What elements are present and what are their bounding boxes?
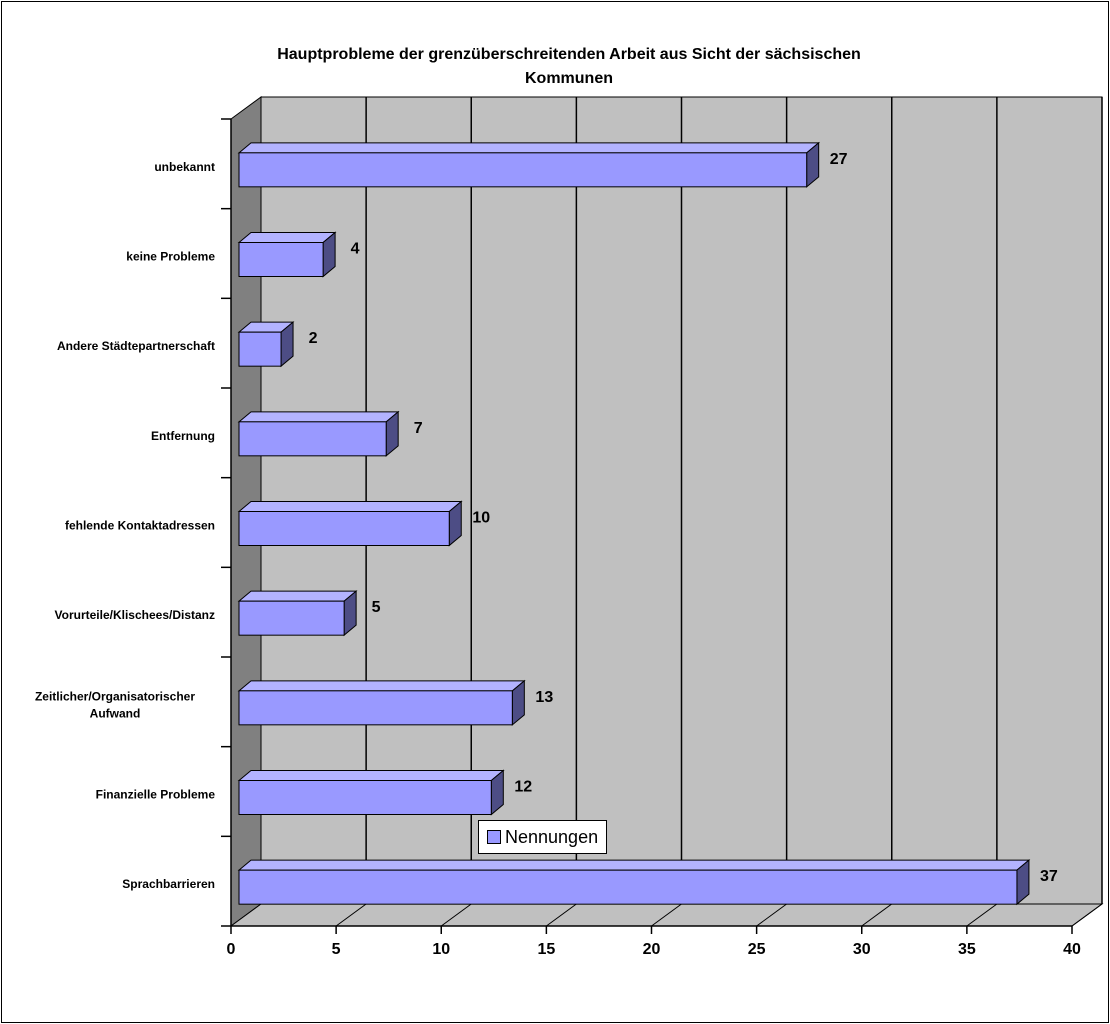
category-label: Finanzielle Probleme [96, 788, 216, 802]
chart-title: Hauptprobleme der grenzüberschreitenden … [277, 46, 861, 63]
data-label: 13 [535, 689, 553, 706]
x-tick-label: 5 [332, 941, 341, 958]
x-tick-label: 25 [748, 941, 766, 958]
x-tick-label: 40 [1063, 941, 1081, 958]
bar-top [237, 142, 821, 154]
category-label: Vorurteile/Klischees/Distanz [55, 608, 216, 622]
bar [238, 152, 808, 188]
floor-gridline [756, 903, 787, 927]
category-label: fehlende Kontaktadressen [65, 519, 215, 533]
legend-label: Nennungen [505, 826, 599, 847]
data-label: 12 [514, 779, 532, 796]
bar [238, 780, 492, 815]
bar [238, 242, 324, 277]
bar [238, 421, 387, 457]
x-tick-label: 15 [537, 941, 555, 958]
floor-gridline [546, 903, 577, 927]
bar-top [237, 232, 337, 243]
data-label: 37 [1040, 868, 1058, 885]
floor-gridline [651, 903, 682, 927]
category-label: Aufwand [90, 706, 141, 720]
data-label: 5 [372, 599, 381, 616]
legend: Nennungen [478, 820, 608, 854]
bar [238, 600, 345, 636]
category-label: Entfernung [151, 429, 215, 443]
category-label: Zeitlicher/Organisatorischer [35, 689, 195, 703]
bar [238, 511, 450, 546]
bar-top [237, 501, 463, 512]
bar [238, 690, 513, 726]
data-label: 2 [309, 330, 318, 347]
data-label: 7 [414, 420, 423, 437]
x-tick-label: 30 [853, 941, 871, 958]
category-label: Sprachbarrieren [122, 877, 215, 891]
x-tick-label: 10 [432, 941, 450, 958]
bar [238, 869, 1018, 905]
legend-swatch [487, 830, 501, 844]
category-label: Andere Städtepartnerschaft [57, 339, 215, 353]
x-tick-label: 20 [643, 941, 661, 958]
floor-gridline [335, 903, 367, 927]
bar-top [237, 680, 526, 692]
bar-top [237, 770, 505, 781]
x-tick-label: 0 [227, 941, 236, 958]
floor-gridline [440, 903, 472, 927]
data-label: 10 [472, 510, 490, 527]
data-label: 4 [351, 241, 360, 258]
bar-top [237, 590, 358, 602]
bar-top [237, 411, 400, 423]
x-tick-label: 35 [958, 941, 976, 958]
bar [238, 331, 282, 367]
bar-top [237, 859, 1031, 871]
chart-title: Kommunen [525, 70, 613, 87]
data-label: 27 [830, 151, 848, 168]
category-label: keine Probleme [126, 250, 215, 264]
floor-gridline [1071, 903, 1103, 927]
floor-gridline [966, 903, 998, 927]
floor-gridline [861, 903, 893, 927]
category-label: unbekannt [154, 160, 215, 174]
